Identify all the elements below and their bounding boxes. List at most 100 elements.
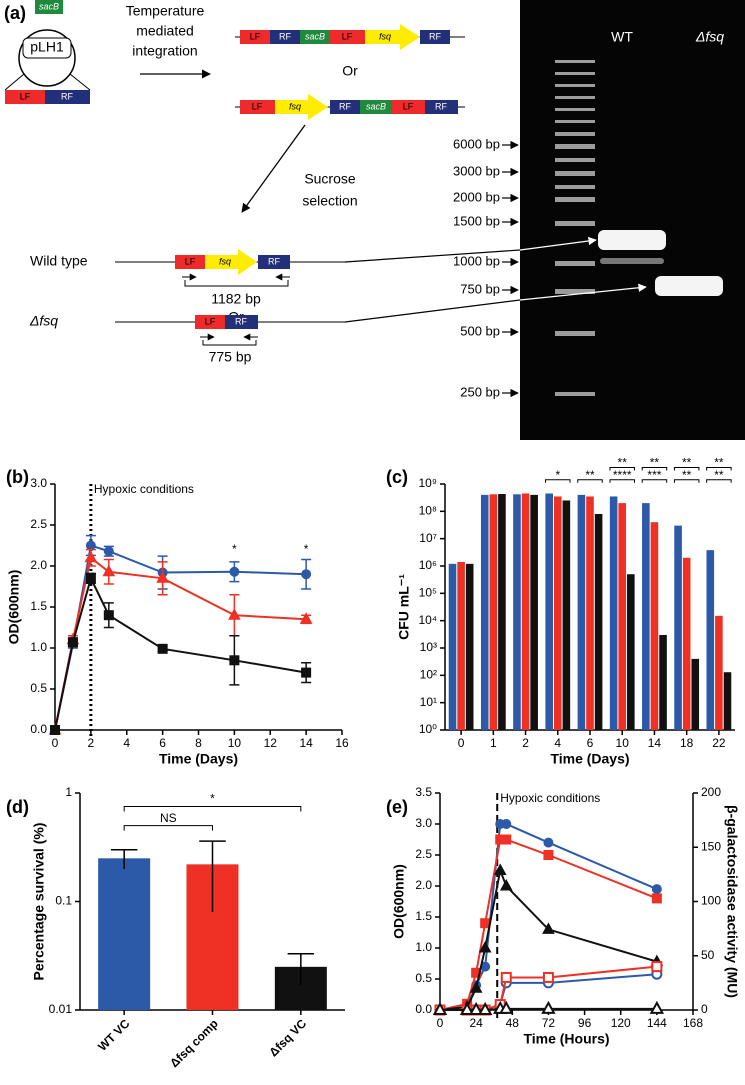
bar xyxy=(98,858,151,1010)
x-tick-label: 2 xyxy=(522,736,529,750)
x-axis-label: Time (Days) xyxy=(550,751,629,767)
x-tick-label: 4 xyxy=(554,736,561,750)
segment-label: LF xyxy=(342,31,353,41)
diagram: (a) sacB pLH1 LF RF Temperature mediated… xyxy=(4,0,465,365)
y-tick-label: 1.0 xyxy=(30,640,47,654)
rf-box xyxy=(270,30,300,44)
significance-label: * xyxy=(210,792,215,806)
significance-bracket xyxy=(641,467,668,471)
bar xyxy=(586,496,594,730)
gel-image xyxy=(520,0,745,440)
x-tick-label: 2 xyxy=(88,736,95,750)
significance-label: ** xyxy=(585,468,595,482)
significance-bracket xyxy=(123,806,302,812)
significance-label: * xyxy=(232,542,237,556)
segment-label: RF xyxy=(61,91,73,101)
panel-label: (d) xyxy=(6,797,29,817)
marker xyxy=(459,1001,475,1015)
y-axis-label: OD(600nm) xyxy=(391,864,407,939)
lf-box xyxy=(330,30,365,44)
ladder-label: 2000 bp xyxy=(453,189,500,204)
segment-label: RF xyxy=(268,256,280,266)
significance-bracket xyxy=(673,479,700,483)
plasmid xyxy=(18,29,76,87)
ladder-label: 1500 bp xyxy=(453,213,500,228)
ladder-label: 500 bp xyxy=(460,323,500,338)
segment-label: RF xyxy=(339,101,351,111)
x-tick-label: 14 xyxy=(648,736,662,750)
y-tick-label: 1 xyxy=(65,785,72,799)
bar xyxy=(609,496,618,730)
significance-label: ** xyxy=(682,468,692,482)
error-bar xyxy=(110,848,138,869)
x-tick-label: 14 xyxy=(299,736,313,750)
y-axis-label: Percentage survival (%) xyxy=(31,823,47,981)
segment-label: fsq xyxy=(219,256,231,266)
marker xyxy=(651,884,662,895)
lf-box xyxy=(240,30,270,44)
y-tick-label: 0.01 xyxy=(49,1002,73,1016)
y-tick-label: 10⁷ xyxy=(419,531,437,545)
y-tick-label: 10³ xyxy=(420,640,437,654)
segment-label: sacB xyxy=(305,31,325,41)
step-label: selection xyxy=(302,193,357,209)
significance-bracket xyxy=(706,467,732,471)
marker xyxy=(432,1001,448,1015)
y-tick-label: 2.0 xyxy=(415,878,432,892)
amplicon-bracket xyxy=(184,280,289,287)
amplicon-size: 775 bp xyxy=(209,349,252,365)
connector xyxy=(4,73,25,91)
y-tick-label: 0.5 xyxy=(415,971,432,985)
bar xyxy=(642,503,650,730)
bar xyxy=(706,550,715,730)
segment-label: fsq xyxy=(379,31,391,41)
significance-bracket xyxy=(123,825,213,831)
y-tick-label: 10⁰ xyxy=(419,722,437,736)
segment-label: LF xyxy=(185,256,196,266)
rf-box xyxy=(330,100,360,114)
marker xyxy=(480,918,491,929)
x-tick-label: Δfsq VC xyxy=(266,1016,309,1059)
y2-tick-label: 50 xyxy=(701,948,715,962)
x-tick-label: 4 xyxy=(123,736,130,750)
x-tick-label: 144 xyxy=(647,1016,667,1030)
y-tick-label: 3.5 xyxy=(415,785,432,799)
step-label: mediated xyxy=(136,23,194,39)
ladder-bands xyxy=(555,60,595,396)
segment-label: sacB xyxy=(39,1,59,11)
connector xyxy=(69,73,91,91)
plasmid-name: pLH1 xyxy=(30,39,64,55)
y-axis-label: OD(600nm) xyxy=(6,570,22,645)
marker xyxy=(301,569,312,580)
bar xyxy=(650,522,659,730)
significance-label: * xyxy=(304,542,309,556)
y-tick-label: 3.0 xyxy=(415,816,432,830)
y-tick-label: 10⁴ xyxy=(418,613,437,627)
marker xyxy=(651,893,662,904)
marker xyxy=(228,608,241,620)
lf-box xyxy=(392,100,425,114)
y-tick-label: 1.5 xyxy=(30,599,47,613)
segment-label: LF xyxy=(250,31,261,41)
panel-label: (a) xyxy=(4,3,26,23)
ladder-label: 750 bp xyxy=(460,281,500,296)
x-tick-label: 6 xyxy=(159,736,166,750)
x-tick-label: 10 xyxy=(228,736,242,750)
bar xyxy=(498,494,506,730)
bar xyxy=(562,500,571,730)
y-tick-label: 10⁸ xyxy=(419,504,437,518)
marker xyxy=(103,610,114,621)
x-tick-label: 168 xyxy=(683,1016,703,1030)
bar xyxy=(553,496,562,730)
y-tick-label: 3.0 xyxy=(30,476,47,490)
bar xyxy=(627,574,635,730)
marker xyxy=(85,540,96,551)
marker xyxy=(499,1000,514,1014)
y-axis-label: CFU mL⁻¹ xyxy=(396,574,412,640)
hypoxia-label: Hypoxic conditions xyxy=(500,791,600,805)
x-tick-label: 0 xyxy=(437,1016,444,1030)
sacb-box xyxy=(360,100,392,114)
significance-bracket xyxy=(641,479,668,483)
marker xyxy=(156,571,169,583)
